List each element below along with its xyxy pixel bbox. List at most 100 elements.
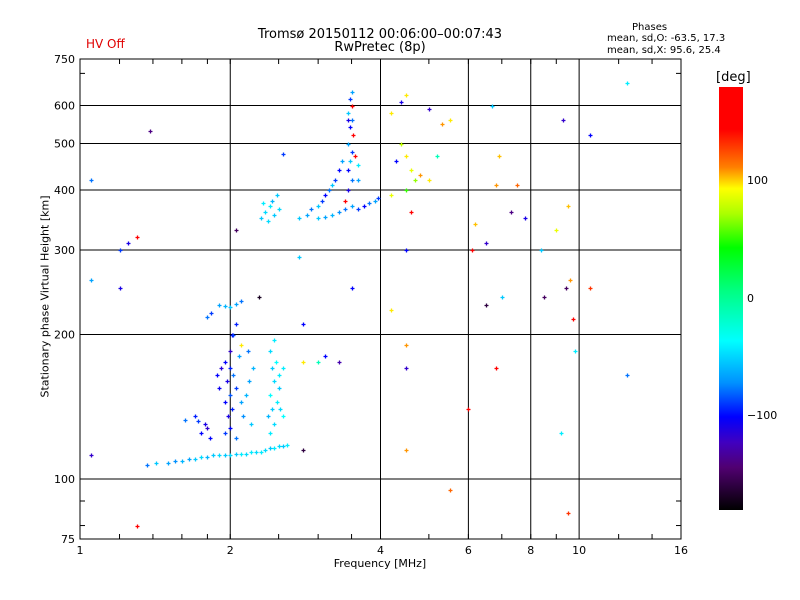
data-point (350, 286, 355, 291)
data-point (343, 207, 348, 212)
data-point (409, 210, 414, 215)
data-point (333, 178, 338, 183)
data-point (272, 422, 277, 427)
y-tick-label: 400 (54, 184, 75, 197)
data-point (89, 178, 94, 183)
data-point (350, 178, 355, 183)
data-point (234, 386, 239, 391)
x-tick-label: 8 (527, 544, 534, 557)
hv-status: HV Off (86, 37, 125, 51)
data-point (404, 366, 409, 371)
data-point (249, 450, 254, 455)
data-point (346, 118, 351, 123)
data-point (413, 178, 418, 183)
plot-frame (79, 58, 682, 540)
y-tick-label: 300 (54, 244, 75, 257)
data-point (323, 193, 328, 198)
data-point (199, 431, 204, 436)
data-point (228, 453, 233, 458)
data-point (337, 168, 342, 173)
y-tick-label: 600 (54, 100, 75, 113)
data-point (89, 453, 94, 458)
data-point (523, 216, 528, 221)
data-point (539, 248, 544, 253)
data-point (278, 407, 283, 412)
data-point (588, 133, 593, 138)
data-point (268, 349, 273, 354)
data-point (346, 142, 351, 147)
data-point (305, 213, 310, 218)
data-point (316, 360, 321, 365)
data-point (418, 173, 423, 178)
data-point (404, 448, 409, 453)
data-point (356, 163, 361, 168)
data-point (448, 118, 453, 123)
data-point (356, 178, 361, 183)
data-point (277, 207, 282, 212)
data-point (180, 459, 185, 464)
data-point (199, 455, 204, 460)
colorbar-unit: [deg] (716, 70, 751, 85)
data-point (154, 461, 159, 466)
data-point (309, 207, 314, 212)
data-point (223, 360, 228, 365)
data-point (348, 125, 353, 130)
data-point (435, 154, 440, 159)
data-point (473, 222, 478, 227)
data-point (301, 322, 306, 327)
y-tick-label: 750 (54, 53, 75, 66)
data-point (554, 228, 559, 233)
chart-title: Tromsø 20150112 00:06:00–00:07:43 (257, 27, 503, 42)
data-point (348, 159, 353, 164)
x-tick-label: 2 (227, 544, 234, 557)
data-point (484, 241, 489, 246)
data-point (470, 248, 475, 253)
phases-o-stats: mean, sd,O: -63.5, 17.3 (607, 33, 726, 44)
data-point (118, 248, 123, 253)
data-point (251, 366, 256, 371)
data-point (566, 204, 571, 209)
x-tick-label: 4 (377, 544, 384, 557)
data-point (330, 183, 335, 188)
data-point (404, 154, 409, 159)
data-point (244, 452, 249, 457)
phases-heading: Phases (632, 22, 668, 33)
data-point (297, 216, 302, 221)
data-point (217, 303, 222, 308)
data-point (228, 305, 233, 310)
data-point (277, 373, 282, 378)
data-point (89, 278, 94, 283)
data-point (542, 295, 547, 300)
data-point (568, 278, 573, 283)
data-point (301, 448, 306, 453)
data-point (497, 154, 502, 159)
data-point (346, 188, 351, 193)
data-point (323, 354, 328, 359)
data-point (215, 373, 220, 378)
data-point (404, 248, 409, 253)
data-point (301, 360, 306, 365)
data-point (625, 373, 630, 378)
data-point (266, 414, 271, 419)
colorbar-tick-label: −100 (747, 409, 778, 422)
data-point (203, 422, 208, 427)
data-point (239, 299, 244, 304)
data-point (135, 524, 140, 529)
data-point (183, 418, 188, 423)
y-axis-label: Stationary phase Virtual Height [km] (38, 195, 52, 398)
data-point (187, 457, 192, 462)
data-point (145, 463, 150, 468)
data-point (281, 444, 286, 449)
data-point (268, 431, 273, 436)
data-point (244, 393, 249, 398)
data-point (466, 407, 471, 412)
data-point (274, 360, 279, 365)
data-point (230, 407, 235, 412)
data-point (173, 459, 178, 464)
data-point (118, 286, 123, 291)
data-point (515, 183, 520, 188)
data-point (351, 133, 356, 138)
data-point (394, 159, 399, 164)
colorbar-tick-label: 100 (747, 174, 768, 187)
